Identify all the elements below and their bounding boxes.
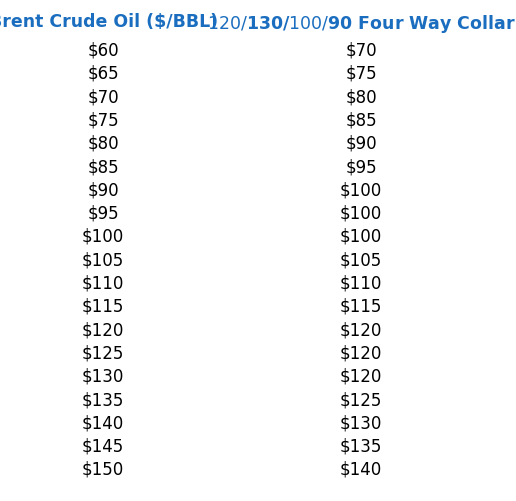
Text: $85: $85 bbox=[345, 112, 377, 129]
Text: $105: $105 bbox=[340, 252, 382, 269]
Text: Brent Crude Oil ($/BBL): Brent Crude Oil ($/BBL) bbox=[0, 13, 218, 31]
Text: $65: $65 bbox=[87, 65, 119, 83]
Text: $110: $110 bbox=[82, 275, 124, 293]
Text: $90: $90 bbox=[87, 181, 119, 199]
Text: $130: $130 bbox=[340, 414, 382, 432]
Text: $80: $80 bbox=[87, 135, 119, 153]
Text: $135: $135 bbox=[82, 391, 124, 409]
Text: $70: $70 bbox=[87, 88, 119, 106]
Text: $95: $95 bbox=[87, 205, 119, 222]
Text: $150: $150 bbox=[82, 461, 124, 479]
Text: $80: $80 bbox=[345, 88, 377, 106]
Text: $140: $140 bbox=[82, 414, 124, 432]
Text: $70: $70 bbox=[345, 42, 377, 60]
Text: $95: $95 bbox=[345, 158, 377, 176]
Text: $120: $120 bbox=[340, 368, 382, 386]
Text: $125: $125 bbox=[82, 345, 124, 362]
Text: $100: $100 bbox=[340, 228, 382, 246]
Text: $75: $75 bbox=[87, 112, 119, 129]
Text: $120: $120 bbox=[340, 321, 382, 339]
Text: $110: $110 bbox=[340, 275, 382, 293]
Text: $125: $125 bbox=[340, 391, 382, 409]
Text: $100: $100 bbox=[340, 205, 382, 222]
Text: $60: $60 bbox=[87, 42, 119, 60]
Text: $85: $85 bbox=[87, 158, 119, 176]
Text: $140: $140 bbox=[340, 461, 382, 479]
Text: $105: $105 bbox=[82, 252, 124, 269]
Text: $145: $145 bbox=[82, 438, 124, 455]
Text: $120/$130/$100/$90 Four Way Collar: $120/$130/$100/$90 Four Way Collar bbox=[207, 13, 515, 35]
Text: $90: $90 bbox=[345, 135, 377, 153]
Text: $130: $130 bbox=[82, 368, 124, 386]
Text: $75: $75 bbox=[345, 65, 377, 83]
Text: $100: $100 bbox=[82, 228, 124, 246]
Text: $115: $115 bbox=[340, 298, 382, 316]
Text: $115: $115 bbox=[82, 298, 124, 316]
Text: $100: $100 bbox=[340, 181, 382, 199]
Text: $135: $135 bbox=[340, 438, 382, 455]
Text: $120: $120 bbox=[82, 321, 124, 339]
Text: $120: $120 bbox=[340, 345, 382, 362]
